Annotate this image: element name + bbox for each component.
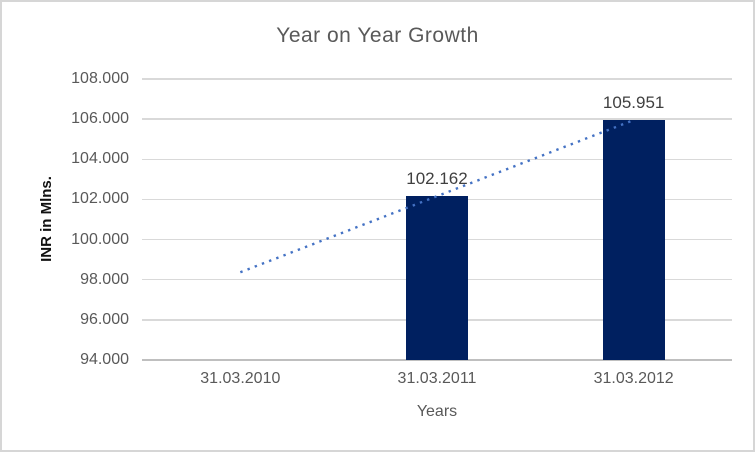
data-label-31.03.2012: 105.951 bbox=[602, 93, 665, 113]
y-tick-label: 106.000 bbox=[71, 110, 129, 128]
x-axis-line bbox=[142, 359, 732, 361]
y-tick-label: 94.000 bbox=[80, 351, 129, 368]
bar-31.03.2012 bbox=[602, 120, 665, 360]
x-tick-label: 31.03.2012 bbox=[593, 370, 674, 387]
y-axis-title: INR in Mlns. bbox=[38, 176, 55, 262]
bar-31.03.2011 bbox=[406, 196, 468, 360]
x-tick-label: 31.03.2011 bbox=[397, 370, 477, 387]
x-axis-title: Years bbox=[416, 403, 458, 420]
chart-title: Year on Year Growth bbox=[276, 24, 479, 47]
y-tick-label: 100.000 bbox=[71, 230, 129, 248]
y-tick-label: 104.000 bbox=[71, 150, 129, 168]
y-tick-label: 96.000 bbox=[80, 310, 129, 328]
data-label-31.03.2011: 102.162 bbox=[406, 169, 468, 189]
gridline bbox=[142, 78, 732, 80]
x-tick-label: 31.03.2010 bbox=[200, 370, 281, 387]
y-tick-label: 102.000 bbox=[71, 190, 129, 208]
y-tick-label: 98.000 bbox=[80, 270, 129, 288]
y-tick-label: 108.000 bbox=[71, 70, 129, 87]
